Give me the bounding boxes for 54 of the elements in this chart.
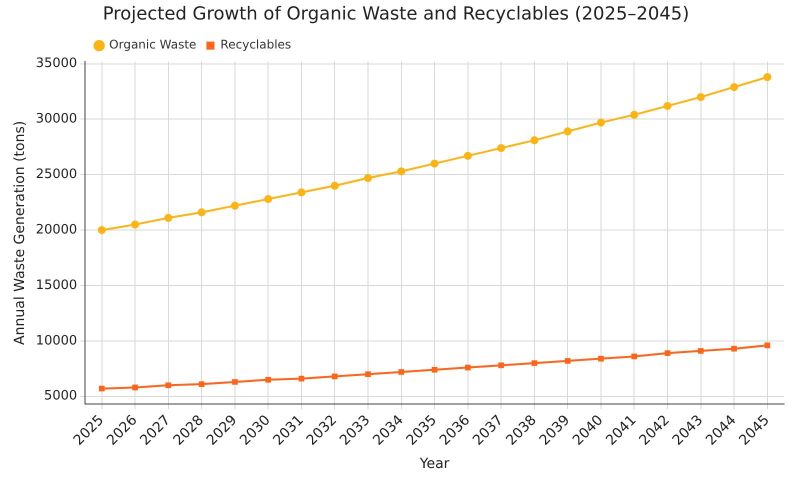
- y-tick-label: 20000: [36, 222, 78, 238]
- point: [166, 382, 172, 388]
- point: [264, 195, 272, 204]
- point: [98, 386, 105, 392]
- point: [330, 182, 339, 190]
- point: [465, 364, 471, 370]
- x-axis-title: Year: [418, 456, 450, 472]
- point: [132, 384, 138, 390]
- chart-title: Projected Growth of Organic Waste and Recyclables (2025–2045): [102, 3, 690, 24]
- point: [297, 188, 306, 196]
- point: [664, 102, 672, 110]
- point: [764, 342, 770, 348]
- point: [198, 381, 204, 388]
- point: [498, 362, 504, 368]
- point: [232, 379, 238, 385]
- point: [664, 350, 670, 356]
- y-tick-label: 35000: [36, 56, 78, 72]
- point: [365, 371, 371, 378]
- y-axis-title: Annual Waste Generation (tons): [12, 120, 28, 345]
- y-tick-label: 25000: [36, 167, 78, 182]
- point: [164, 214, 172, 222]
- legend-label: Organic Waste: [109, 38, 196, 52]
- point: [763, 73, 772, 82]
- point: [564, 358, 571, 364]
- point: [397, 167, 406, 176]
- point: [730, 83, 738, 92]
- point: [630, 110, 638, 119]
- point: [198, 208, 206, 216]
- point: [131, 220, 140, 229]
- point: [631, 354, 638, 360]
- point: [530, 136, 538, 144]
- point: [564, 127, 572, 136]
- point: [332, 374, 338, 380]
- point: [98, 226, 106, 234]
- point: [432, 366, 438, 373]
- point: [598, 356, 604, 362]
- point: [497, 144, 506, 152]
- point: [430, 160, 439, 168]
- point: [696, 93, 705, 102]
- legend-label: Recyclables: [220, 38, 292, 52]
- point: [464, 152, 472, 160]
- point: [698, 348, 704, 354]
- point: [731, 346, 737, 352]
- y-tick-label: 5000: [44, 388, 78, 404]
- point: [532, 360, 538, 366]
- point: [230, 202, 239, 210]
- point: [596, 118, 605, 127]
- point: [398, 369, 404, 375]
- y-tick-label: 30000: [36, 112, 78, 127]
- point: [364, 174, 372, 182]
- y-tick-label: 15000: [36, 278, 78, 293]
- y-tick-label: 10000: [36, 333, 78, 348]
- point: [265, 376, 272, 383]
- point: [298, 376, 304, 382]
